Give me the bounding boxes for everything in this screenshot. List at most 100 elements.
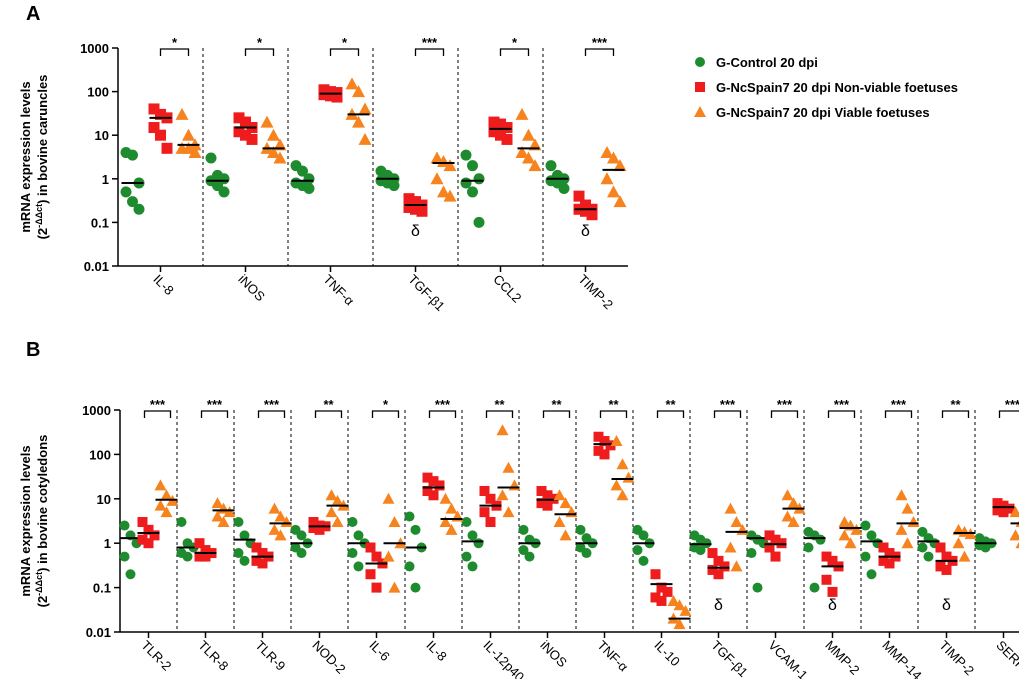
significance-label: *** xyxy=(834,397,850,412)
y-tick-label: 0.01 xyxy=(86,625,111,640)
data-point xyxy=(724,502,737,514)
data-point xyxy=(730,560,743,572)
x-tick-label: TGF-β1 xyxy=(708,638,750,679)
data-point xyxy=(257,558,268,569)
data-point xyxy=(296,530,307,541)
data-point xyxy=(941,551,952,562)
delta-annotation: δ xyxy=(411,223,420,240)
data-point xyxy=(371,551,382,562)
data-point xyxy=(599,436,610,447)
data-point xyxy=(707,548,718,559)
significance-bracket xyxy=(329,48,360,56)
significance-bracket xyxy=(499,48,530,56)
data-point xyxy=(607,185,620,198)
data-point xyxy=(764,542,775,553)
data-point xyxy=(752,582,763,593)
data-point xyxy=(176,517,187,528)
data-point xyxy=(605,440,616,451)
data-point xyxy=(353,530,364,541)
data-point xyxy=(495,129,506,141)
significance-bracket xyxy=(200,410,229,418)
data-point xyxy=(821,551,832,562)
data-point xyxy=(764,530,775,541)
data-point xyxy=(923,551,934,562)
data-point xyxy=(917,526,928,537)
significance-label: ** xyxy=(665,397,676,412)
data-point xyxy=(518,545,529,556)
data-point xyxy=(515,146,529,159)
significance-label: *** xyxy=(891,397,907,412)
data-point xyxy=(155,108,166,120)
data-point xyxy=(1015,520,1019,528)
data-point xyxy=(347,548,358,559)
x-tick-label: MMP-14 xyxy=(879,638,924,679)
data-point xyxy=(274,510,287,522)
data-point xyxy=(205,152,217,164)
data-point xyxy=(251,555,262,566)
data-point xyxy=(992,505,1003,516)
data-point xyxy=(467,186,478,198)
data-point xyxy=(479,485,490,496)
data-point xyxy=(485,517,496,528)
significance-bracket xyxy=(941,410,970,418)
data-point xyxy=(656,582,667,593)
data-point xyxy=(133,203,145,215)
x-tick-label: IL-6 xyxy=(366,638,392,664)
data-point xyxy=(388,581,401,593)
data-point xyxy=(878,542,889,553)
significance-label: *** xyxy=(592,35,608,50)
data-point xyxy=(403,193,415,205)
significance-bracket xyxy=(542,410,571,418)
data-point xyxy=(941,564,952,575)
data-point xyxy=(260,115,274,128)
data-point xyxy=(268,523,281,535)
data-point xyxy=(439,516,452,528)
data-point xyxy=(353,561,364,572)
data-point xyxy=(410,203,421,215)
significance-label: ** xyxy=(551,397,562,412)
data-point xyxy=(844,537,857,549)
data-point xyxy=(460,149,472,161)
data-point xyxy=(149,530,160,541)
x-tick-label: TLR-9 xyxy=(252,638,288,674)
significance-label: ** xyxy=(608,397,619,412)
data-point xyxy=(194,538,205,549)
data-point xyxy=(445,523,458,535)
data-point xyxy=(809,582,820,593)
data-point xyxy=(770,551,781,562)
data-point xyxy=(127,196,138,208)
data-point xyxy=(296,548,307,559)
data-point xyxy=(998,507,1009,518)
delta-annotation: δ xyxy=(942,597,951,614)
y-axis-label-part: (2 xyxy=(35,228,50,240)
data-point xyxy=(119,520,130,531)
data-point xyxy=(182,551,193,562)
data-point xyxy=(154,479,167,491)
data-point xyxy=(404,561,415,572)
data-point xyxy=(502,506,515,518)
data-point xyxy=(303,182,315,194)
data-point xyxy=(460,177,472,189)
data-point xyxy=(365,542,376,553)
data-point xyxy=(382,492,395,504)
data-point xyxy=(599,449,610,460)
significance-bracket xyxy=(371,410,400,418)
y-axis-label: (2-ΔΔct) in bovine caruncles xyxy=(34,75,50,240)
data-point xyxy=(730,516,743,528)
data-point xyxy=(410,524,421,535)
data-point xyxy=(917,542,928,553)
data-point xyxy=(770,534,781,545)
significance-label: *** xyxy=(1005,397,1019,412)
data-point xyxy=(422,472,433,483)
data-point xyxy=(593,431,604,442)
data-point xyxy=(616,458,629,470)
significance-bracket xyxy=(599,410,628,418)
significance-bracket xyxy=(159,48,190,56)
data-point xyxy=(559,529,572,541)
significance-bracket xyxy=(414,48,445,56)
data-point xyxy=(694,106,706,117)
data-point xyxy=(522,151,535,164)
data-point xyxy=(182,141,195,154)
data-point xyxy=(240,129,251,141)
